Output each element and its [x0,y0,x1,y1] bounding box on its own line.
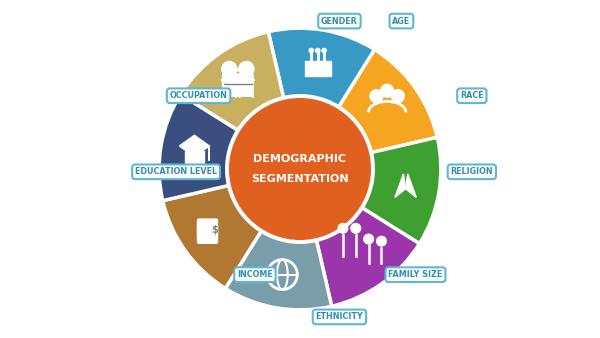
Text: RACE: RACE [460,91,484,100]
Circle shape [338,223,348,233]
Circle shape [230,99,370,239]
Circle shape [316,48,320,53]
Text: SEGMENTATION: SEGMENTATION [251,174,349,184]
Text: RELIGION: RELIGION [451,167,493,176]
Circle shape [381,84,394,97]
Circle shape [222,62,237,76]
Text: INCOME: INCOME [237,270,273,279]
Circle shape [391,90,404,102]
Wedge shape [181,32,284,130]
FancyBboxPatch shape [197,230,217,243]
Circle shape [309,48,313,53]
Text: ETHNICITY: ETHNICITY [316,312,364,321]
FancyBboxPatch shape [223,74,253,96]
Wedge shape [362,137,441,244]
Text: OCCUPATION: OCCUPATION [170,91,227,100]
Text: FAMILY SIZE: FAMILY SIZE [388,270,443,279]
Text: $: $ [212,225,218,235]
Wedge shape [268,28,374,107]
Circle shape [351,223,361,233]
Wedge shape [226,231,332,310]
Polygon shape [395,174,406,197]
Circle shape [364,234,373,244]
Circle shape [370,90,383,102]
Wedge shape [339,50,437,152]
Circle shape [377,236,386,246]
Polygon shape [179,135,209,157]
Wedge shape [316,208,419,306]
FancyBboxPatch shape [197,219,217,233]
Circle shape [239,62,254,76]
Bar [305,61,331,76]
Wedge shape [181,32,284,130]
Text: DEMOGRAPHIC: DEMOGRAPHIC [254,154,347,164]
Text: GENDER: GENDER [321,17,358,26]
FancyBboxPatch shape [197,224,217,238]
Text: EDUCATION LEVEL: EDUCATION LEVEL [135,167,217,176]
Wedge shape [159,94,238,201]
Polygon shape [406,174,416,197]
Text: AGE: AGE [392,17,410,26]
Bar [185,151,204,164]
Wedge shape [163,186,261,288]
Circle shape [322,48,326,53]
